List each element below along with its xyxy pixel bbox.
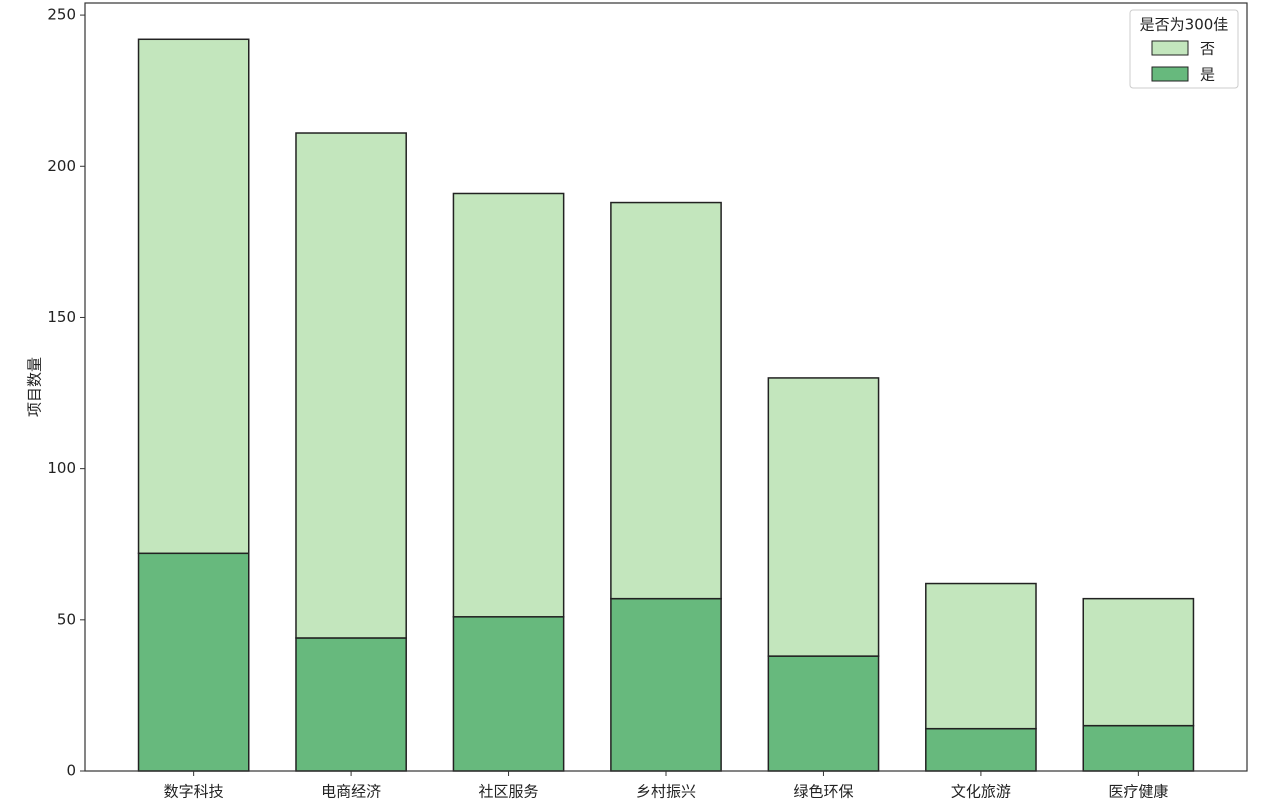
plot-frame bbox=[84, 2, 1248, 772]
bar-segment bbox=[295, 132, 407, 639]
bar-segment bbox=[137, 552, 250, 772]
bar-segment bbox=[925, 582, 1037, 730]
y-tick-label: 50 bbox=[57, 610, 76, 628]
bar-segment bbox=[137, 38, 250, 555]
x-tick-label: 医疗健康 bbox=[1108, 783, 1168, 801]
bar-segment bbox=[610, 201, 722, 600]
bar-segment bbox=[925, 727, 1037, 772]
bar-segment bbox=[610, 597, 722, 772]
y-axis-label: 项目数量 bbox=[26, 357, 44, 417]
x-tick-label: 绿色环保 bbox=[793, 783, 853, 801]
y-tick-label: 0 bbox=[66, 762, 76, 780]
x-tick-label: 社区服务 bbox=[479, 783, 539, 801]
x-tick-label: 乡村振兴 bbox=[636, 783, 696, 801]
bar-segment bbox=[1082, 724, 1195, 772]
legend-swatch bbox=[1151, 66, 1189, 82]
y-tick-label: 200 bbox=[47, 157, 76, 175]
bar-segment bbox=[452, 192, 565, 618]
bar-segment bbox=[1082, 597, 1195, 727]
x-tick-label: 文化旅游 bbox=[951, 783, 1011, 801]
bar-segment bbox=[767, 377, 880, 657]
y-tick-label: 150 bbox=[47, 308, 76, 326]
legend-label: 否 bbox=[1200, 40, 1215, 58]
legend-title: 是否为300佳 bbox=[1140, 16, 1229, 34]
y-tick-label: 100 bbox=[47, 459, 76, 477]
y-tick-label: 250 bbox=[47, 6, 76, 24]
bar-segment bbox=[295, 637, 407, 772]
legend-label: 是 bbox=[1200, 66, 1215, 84]
bar-segment bbox=[452, 616, 565, 772]
legend-swatch bbox=[1151, 40, 1189, 56]
x-tick-label: 数字科技 bbox=[164, 783, 224, 801]
x-tick-label: 电商经济 bbox=[321, 783, 381, 801]
bar-segment bbox=[767, 655, 880, 772]
